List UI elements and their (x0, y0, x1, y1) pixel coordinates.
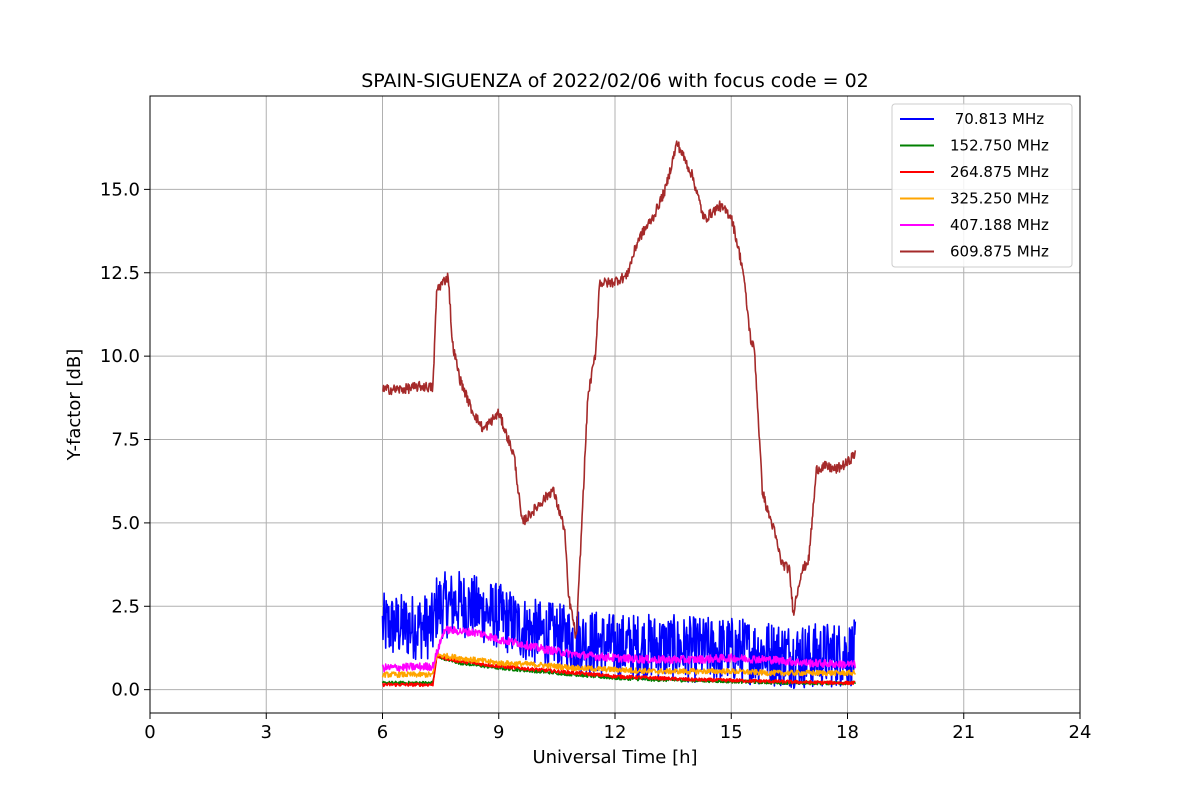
x-tick-label: 9 (493, 722, 504, 743)
series-layer (381, 140, 857, 690)
chart-title: SPAIN-SIGUENZA of 2022/02/06 with focus … (361, 70, 869, 92)
series-line-4 (381, 625, 857, 673)
ticks: 0 3 6 9 12 15 18 21 24 0.0 2.5 5.0 7.5 10.0 12.5 15.0 (100, 179, 1092, 743)
x-tick-label: 21 (952, 722, 975, 743)
legend-label: 70.813 MHz (950, 110, 1044, 128)
y-tick-label: 10.0 (100, 346, 140, 367)
y-tick-label: 5.0 (111, 513, 140, 534)
legend-label: 407.188 MHz (950, 216, 1049, 234)
y-axis-label: Y-factor [dB] (64, 349, 85, 462)
x-axis-label: Universal Time [h] (532, 747, 697, 768)
x-tick-label: 6 (377, 722, 388, 743)
x-tick-label: 24 (1069, 722, 1092, 743)
series-line-3 (381, 651, 857, 679)
legend-box (891, 103, 1073, 268)
x-tick-label: 12 (604, 722, 627, 743)
x-tick-label: 3 (261, 722, 272, 743)
x-tick-label: 15 (720, 722, 743, 743)
x-tick-label: 0 (144, 722, 155, 743)
legend-label: 152.750 MHz (950, 137, 1049, 155)
legend-label: 264.875 MHz (950, 163, 1049, 181)
y-tick-label: 12.5 (100, 263, 140, 284)
y-tick-label: 7.5 (111, 430, 140, 451)
legend-label: 325.250 MHz (950, 190, 1049, 208)
legend: 70.813 MHz 152.750 MHz 264.875 MHz 325.250 … (891, 103, 1073, 268)
x-tick-label: 18 (836, 722, 859, 743)
series-line-5 (382, 140, 857, 639)
y-tick-label: 2.5 (111, 596, 140, 617)
series-line-2 (382, 653, 856, 688)
legend-label: 609.875 MHz (950, 243, 1049, 261)
y-tick-label: 0.0 (111, 680, 140, 701)
y-tick-label: 15.0 (100, 179, 140, 200)
